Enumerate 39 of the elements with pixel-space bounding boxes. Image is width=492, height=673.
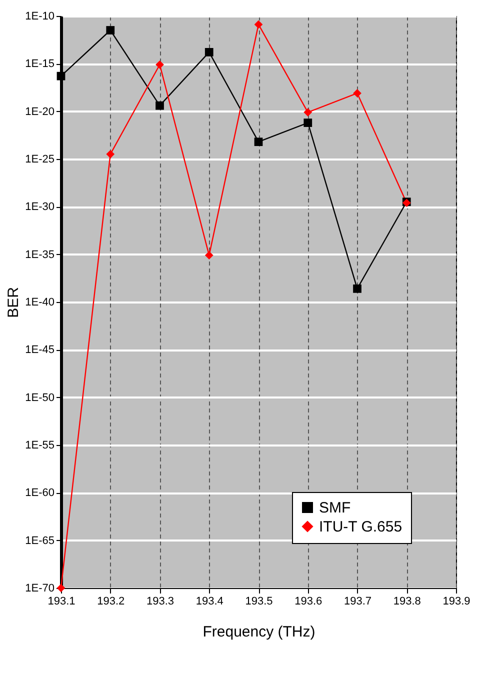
y-tick-label: 1E-15 (25, 58, 54, 70)
x-tick-label: 193.9 (442, 596, 470, 608)
x-tick-label: 193.8 (393, 596, 421, 608)
point (204, 251, 214, 260)
y-tick-label: 1E-30 (25, 201, 54, 214)
y-axis-title: BER (5, 286, 22, 318)
x-tick-label: 193.1 (48, 596, 76, 608)
x-tick-label: 193.4 (196, 596, 224, 608)
y-tick-label: 1E-20 (25, 106, 54, 118)
x-tick-label: 193.7 (344, 596, 372, 608)
y-tick-label: 1E-35 (25, 248, 54, 261)
y-tick-label: 1E-50 (25, 392, 54, 404)
y-tick-label: 1E-40 (25, 296, 54, 308)
y-tick-label: 1E-10 (25, 10, 54, 22)
point (304, 118, 312, 127)
point (204, 48, 214, 56)
legend-label: ITU-T G.655 (319, 518, 402, 536)
legend-label: SMF (319, 500, 351, 516)
y-tick-label: 1E-65 (25, 534, 54, 547)
y-tick-label: 1E-45 (25, 344, 54, 356)
x-tick-label: 193.2 (97, 596, 125, 608)
point (106, 150, 115, 158)
point (56, 72, 66, 80)
point (106, 26, 115, 34)
point (353, 284, 362, 293)
point (156, 101, 164, 110)
point (254, 20, 263, 29)
y-tick-label: 1E-55 (25, 440, 54, 452)
y-tick-label: 1E-25 (25, 154, 54, 166)
point (156, 60, 164, 69)
y-tick-label: 1E-60 (25, 487, 54, 500)
x-tick-label: 193.6 (294, 596, 322, 608)
point (304, 108, 312, 116)
x-axis-title: Frequency (THz) (202, 624, 316, 640)
x-tick-label: 193.3 (146, 596, 174, 608)
y-tick-label: 1E-70 (25, 582, 54, 594)
x-tick-label: 193.5 (245, 596, 273, 608)
point (254, 138, 263, 146)
point (353, 89, 362, 98)
